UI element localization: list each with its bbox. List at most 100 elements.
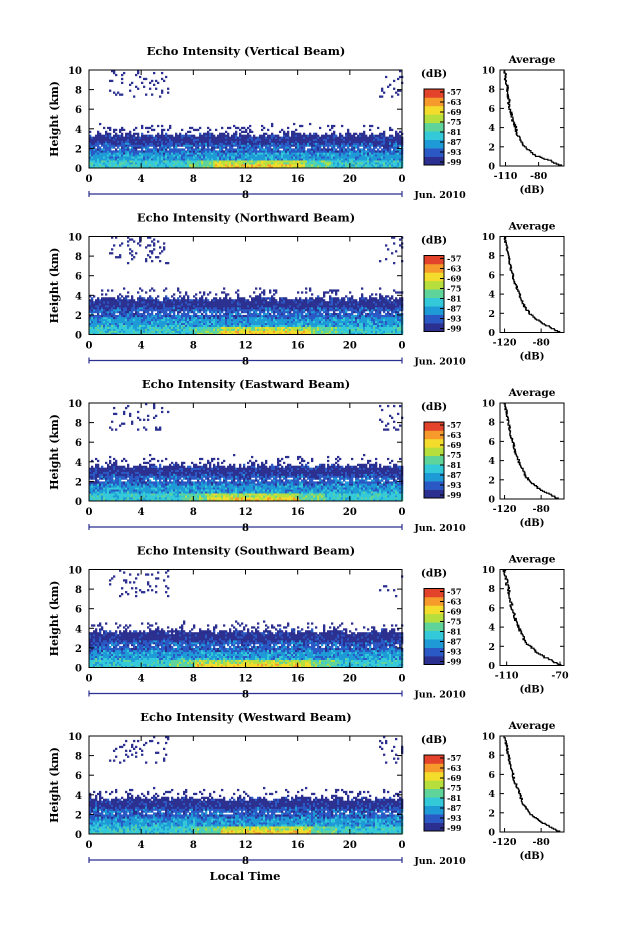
heatmap-cell	[123, 328, 126, 331]
heatmap-cell	[179, 140, 182, 143]
heatmap-cell	[271, 330, 274, 333]
heatmap-cell	[391, 152, 394, 155]
heatmap-cell	[371, 138, 374, 141]
heatmap-cell	[141, 320, 144, 324]
heatmap-cell	[235, 307, 238, 310]
heatmap-cell	[399, 144, 402, 147]
heatmap-cell	[127, 322, 130, 325]
heatmap-cell	[299, 132, 302, 135]
heatmap-cell	[109, 303, 112, 306]
heatmap-cell	[135, 152, 138, 155]
heatmap-cell	[149, 330, 152, 333]
heatmap-cell	[255, 152, 258, 155]
heatmap-cell	[107, 301, 110, 304]
heatmap-cell	[379, 140, 382, 143]
heatmap-cell	[193, 328, 196, 331]
heatmap-cell	[117, 314, 120, 318]
heatmap-cell	[275, 291, 278, 294]
heatmap-cell	[185, 316, 188, 320]
heatmap-cell	[201, 142, 204, 145]
heatmap-cell	[151, 136, 154, 139]
heatmap-cell	[125, 318, 128, 322]
heatmap-cell	[277, 146, 280, 149]
heatmap-cell	[151, 142, 154, 145]
heatmap-cell	[111, 326, 114, 329]
heatmap-cell	[397, 144, 400, 147]
heatmap-cell	[379, 154, 382, 157]
heatmap-cell	[293, 328, 296, 331]
heatmap-cell	[301, 332, 304, 335]
heatmap-cell	[383, 134, 386, 137]
heatmap-cell	[281, 305, 284, 308]
heatmap-cell	[315, 136, 318, 139]
heatmap-cell	[273, 320, 276, 324]
heatmap-cell	[223, 299, 226, 302]
heatmap-cell	[275, 152, 278, 155]
heatmap-cell	[241, 332, 244, 335]
heatmap-cell	[229, 150, 232, 153]
heatmap-cell	[237, 136, 240, 139]
heatmap-cell	[201, 307, 204, 310]
heatmap-cell	[167, 326, 170, 329]
heatmap-cell	[295, 310, 298, 314]
heatmap-cell	[291, 136, 294, 139]
heatmap-cell	[177, 138, 180, 141]
heatmap-cell	[283, 160, 286, 163]
heatmap-cell	[103, 136, 106, 139]
heatmap-cell	[125, 136, 128, 139]
heatmap-cell	[97, 297, 100, 300]
heatmap-cell	[229, 328, 232, 331]
heatmap-cell	[369, 142, 372, 145]
heatmap-cell	[325, 140, 328, 143]
heatmap-cell	[331, 156, 334, 159]
heatmap-cell	[243, 152, 246, 155]
heatmap-cell	[255, 144, 258, 147]
heatmap-cell	[255, 295, 258, 298]
heatmap-cell	[299, 144, 302, 147]
heatmap-cell	[223, 150, 226, 153]
heatmap-cell	[139, 324, 142, 327]
heatmap-cell	[189, 152, 192, 155]
heatmap-cell	[273, 160, 276, 163]
heatmap-cell	[219, 136, 222, 139]
heatmap-cell	[301, 307, 304, 310]
heatmap-cell	[141, 142, 144, 145]
heatmap-cell	[239, 136, 242, 139]
heatmap-cell	[175, 154, 178, 157]
heatmap-cell	[345, 138, 348, 141]
heatmap-cell	[157, 156, 160, 159]
heatmap-cell	[117, 160, 120, 163]
heatmap-cell	[149, 309, 152, 312]
heatmap-cell	[273, 152, 276, 155]
heatmap-cell	[287, 330, 290, 333]
heatmap-cell	[369, 156, 372, 159]
heatmap-cell	[239, 312, 242, 316]
heatmap-cell	[291, 322, 294, 325]
heatmap-cell	[397, 148, 400, 151]
heatmap-cell	[247, 309, 250, 312]
heatmap-cell	[215, 293, 218, 296]
heatmap-cell	[255, 314, 258, 318]
heatmap-cell	[233, 124, 236, 128]
heatmap-cell	[249, 146, 252, 149]
heatmap-cell	[301, 150, 304, 153]
heatmap-cell	[205, 314, 208, 318]
heatmap-cell	[313, 146, 316, 149]
heatmap-cell	[181, 322, 184, 325]
heatmap-cell	[261, 164, 264, 167]
heatmap-cell	[137, 138, 140, 141]
heatmap-cell	[145, 144, 148, 147]
heatmap-cell	[203, 134, 206, 137]
heatmap-cell	[245, 303, 248, 306]
heatmap-cell	[315, 134, 318, 137]
heatmap-cell	[285, 152, 288, 155]
heatmap-cell	[263, 136, 266, 139]
heatmap-cell	[259, 326, 262, 329]
heatmap-cell	[341, 148, 344, 151]
heatmap-cell	[243, 146, 246, 149]
heatmap-cell	[177, 312, 180, 316]
heatmap-cell	[133, 303, 136, 306]
heatmap-cell	[111, 142, 114, 145]
heatmap-cell	[99, 318, 102, 322]
heatmap-cell	[373, 150, 376, 153]
